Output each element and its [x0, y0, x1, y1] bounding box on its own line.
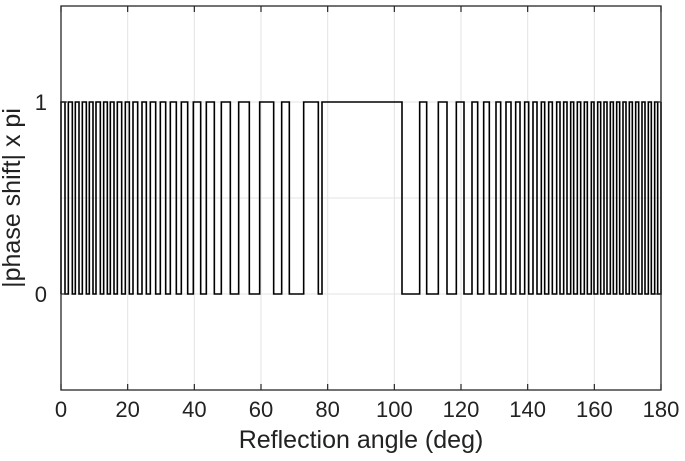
tick-layer: 0 20 40 60 80 100 120 140 160 180 0 1	[35, 6, 680, 422]
x-tick-label: 180	[643, 397, 680, 422]
x-tick-label: 160	[576, 397, 613, 422]
x-tick-label: 140	[509, 397, 546, 422]
x-axis-title: Reflection angle (deg)	[239, 426, 484, 454]
y-tick-label: 1	[35, 90, 47, 115]
x-tick-label: 100	[376, 397, 413, 422]
x-tick-label: 0	[55, 397, 67, 422]
phase-shift-step-line	[60, 101, 662, 295]
y-tick-label: 0	[35, 282, 47, 307]
x-tick-label: 40	[182, 397, 206, 422]
plot-frame	[60, 5, 662, 391]
x-tick-label: 20	[115, 397, 139, 422]
x-tick-label: 60	[249, 397, 273, 422]
y-axis-title: |phase shift| x pi	[0, 108, 26, 288]
x-tick-label: 120	[443, 397, 480, 422]
x-tick-label: 80	[315, 397, 339, 422]
